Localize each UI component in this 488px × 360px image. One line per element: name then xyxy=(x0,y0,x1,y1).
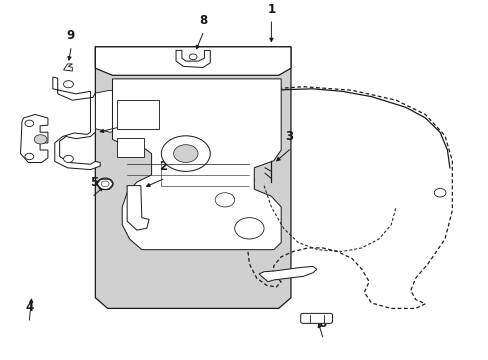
Text: 8: 8 xyxy=(199,14,206,27)
Text: 5: 5 xyxy=(90,176,98,189)
Circle shape xyxy=(101,181,109,187)
Circle shape xyxy=(161,136,210,171)
Circle shape xyxy=(97,178,113,189)
Polygon shape xyxy=(176,50,210,67)
Text: 1: 1 xyxy=(267,3,275,15)
Text: 4: 4 xyxy=(25,301,33,314)
Polygon shape xyxy=(95,47,290,75)
Circle shape xyxy=(25,120,34,127)
Polygon shape xyxy=(95,47,290,309)
Circle shape xyxy=(234,218,264,239)
Circle shape xyxy=(63,156,73,162)
Polygon shape xyxy=(95,90,124,132)
Polygon shape xyxy=(20,114,48,162)
Text: 7: 7 xyxy=(127,105,135,118)
Bar xyxy=(117,100,159,129)
Polygon shape xyxy=(127,186,149,230)
Polygon shape xyxy=(112,79,281,250)
Circle shape xyxy=(173,145,198,162)
Bar xyxy=(117,138,144,157)
Polygon shape xyxy=(53,77,100,170)
Circle shape xyxy=(433,189,445,197)
Circle shape xyxy=(34,135,47,144)
Polygon shape xyxy=(259,266,316,282)
Text: 9: 9 xyxy=(67,29,75,42)
Text: 6: 6 xyxy=(318,318,326,330)
Circle shape xyxy=(215,193,234,207)
Circle shape xyxy=(63,81,73,88)
Polygon shape xyxy=(63,64,72,71)
Text: 2: 2 xyxy=(159,160,166,173)
Circle shape xyxy=(189,54,197,60)
Text: 3: 3 xyxy=(285,130,293,143)
Circle shape xyxy=(25,153,34,159)
FancyBboxPatch shape xyxy=(300,314,332,323)
